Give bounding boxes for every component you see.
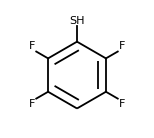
Text: F: F bbox=[118, 99, 125, 109]
Text: F: F bbox=[118, 41, 125, 51]
Text: F: F bbox=[29, 99, 36, 109]
Text: F: F bbox=[29, 41, 36, 51]
Text: SH: SH bbox=[69, 16, 85, 26]
